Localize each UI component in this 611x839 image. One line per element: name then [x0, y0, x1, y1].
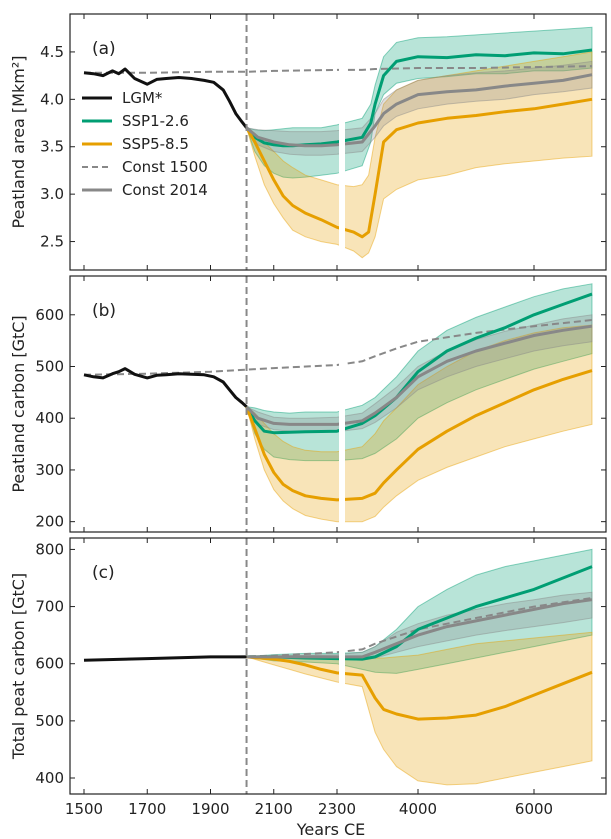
panel-3: 400 500 600 700 800 (c) Total peat carbon [GtC… — [9, 537, 607, 795]
y-tick-label: 4.0 — [40, 90, 64, 108]
panel-label: (b) — [92, 301, 116, 321]
line-ssp5-8-5 — [245, 369, 593, 502]
line-ssp1-2-6 — [245, 48, 593, 148]
y-tick-label: 400 — [35, 769, 64, 787]
x-tick-label: 2100 — [255, 800, 293, 818]
x-tick-label: 4000 — [399, 800, 437, 818]
y-tick-label: 800 — [35, 540, 64, 558]
y-tick-label: 500 — [35, 358, 64, 376]
y-tick-label: 500 — [35, 712, 64, 730]
line-const-2014 — [246, 598, 593, 659]
y-tick-label: 3.5 — [40, 138, 64, 156]
line-ssp1-2-6 — [245, 292, 593, 435]
x-tick-label: 6000 — [515, 800, 553, 818]
axis-break-gap — [339, 537, 345, 795]
panel-1: 2.5 3.0 3.5 4.0 4.5 (a) Peatland area [Mkm²] — [9, 13, 607, 271]
y-tick-label: 300 — [35, 461, 64, 479]
y-tick-label: 4.5 — [40, 43, 64, 61]
x-tick-label: 1500 — [65, 800, 103, 818]
y-tick-label: 600 — [35, 306, 64, 324]
band-const-2014 — [246, 591, 593, 661]
line-const-1500 — [84, 65, 593, 74]
y-tick-label: 600 — [35, 655, 64, 673]
y-tick-label: 700 — [35, 598, 64, 616]
legend-label: Const 2014 — [122, 181, 208, 199]
axis-break-gap — [339, 275, 345, 533]
plot-area — [83, 26, 593, 259]
line-const-2014 — [245, 73, 593, 148]
legend-label: LGM* — [122, 89, 163, 107]
y-axis-label: Peatland carbon [GtC] — [9, 315, 28, 492]
line-lgm- — [83, 367, 248, 408]
band-ssp1-2-6 — [245, 26, 593, 179]
axis-break-gap — [339, 13, 345, 271]
y-axis-label: Peatland area [Mkm²] — [9, 56, 28, 229]
band-ssp5-8-5 — [245, 324, 593, 523]
y-axis-label: Total peat carbon [GtC] — [9, 573, 28, 760]
band-ssp1-2-6 — [246, 548, 593, 674]
panel-2: 200 300 400 500 600 (b) Peatland carbon [GtC] — [9, 275, 607, 533]
line-const-1500 — [83, 319, 593, 376]
line-lgm- — [83, 67, 248, 129]
plot-area — [83, 548, 593, 786]
legend: LGM* SSP1-2.6 SSP5-8.5 Const 1500 Const 2014 — [82, 89, 208, 199]
legend-label: Const 1500 — [122, 158, 208, 176]
line-const-2014 — [245, 324, 593, 426]
x-axis-label: Years CE — [296, 820, 366, 839]
axes-frame — [69, 275, 607, 533]
line-lgm- — [83, 655, 247, 662]
line-ssp5-8-5 — [246, 655, 593, 721]
y-tick-label: 400 — [35, 409, 64, 427]
legend-label: SSP1-2.6 — [122, 112, 189, 130]
y-tick-label: 2.5 — [40, 233, 64, 251]
panel-label: (a) — [92, 39, 116, 59]
y-tick-label: 3.0 — [40, 185, 64, 203]
axes-frame — [69, 13, 607, 271]
panel-label: (c) — [92, 563, 115, 583]
line-ssp5-8-5 — [245, 97, 593, 239]
x-tick-label: 2300 — [318, 800, 356, 818]
band-ssp5-8-5 — [245, 51, 593, 259]
x-tick-label: 1900 — [191, 800, 229, 818]
y-tick-label: 200 — [35, 513, 64, 531]
x-tick-label: 1700 — [128, 800, 166, 818]
legend-label: SSP5-8.5 — [122, 135, 189, 153]
plot-area — [83, 283, 593, 523]
axes-frame — [69, 537, 607, 795]
